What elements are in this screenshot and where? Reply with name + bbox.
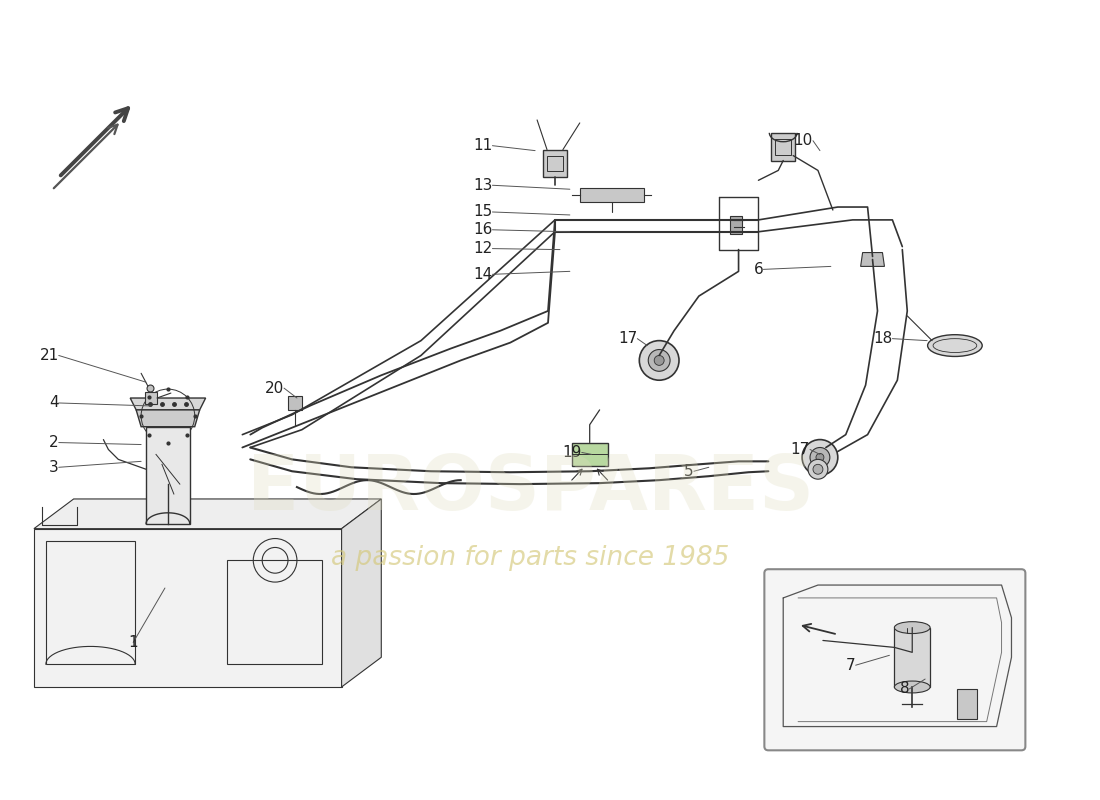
- Polygon shape: [34, 529, 342, 687]
- Circle shape: [654, 355, 664, 366]
- Text: 6: 6: [754, 262, 763, 277]
- Ellipse shape: [894, 622, 931, 634]
- Bar: [547, 155, 563, 171]
- Text: 7: 7: [846, 658, 856, 673]
- Polygon shape: [342, 499, 382, 687]
- Polygon shape: [146, 426, 189, 524]
- Circle shape: [816, 454, 824, 462]
- Bar: [771, 133, 795, 161]
- Polygon shape: [860, 253, 884, 266]
- Circle shape: [813, 464, 823, 474]
- Text: 11: 11: [473, 138, 493, 153]
- Text: 21: 21: [40, 348, 58, 363]
- Text: 3: 3: [50, 460, 58, 474]
- Text: 12: 12: [473, 241, 493, 256]
- Text: 2: 2: [50, 435, 58, 450]
- Text: 10: 10: [794, 134, 813, 148]
- Bar: [957, 689, 977, 718]
- Bar: [288, 396, 301, 410]
- Bar: [729, 216, 741, 234]
- Bar: [894, 628, 931, 687]
- Polygon shape: [130, 398, 206, 410]
- Text: EUROSPARES: EUROSPARES: [246, 452, 814, 526]
- Text: a passion for parts since 1985: a passion for parts since 1985: [331, 546, 729, 571]
- Text: 18: 18: [873, 331, 892, 346]
- Text: 14: 14: [473, 267, 493, 282]
- Text: 1: 1: [129, 635, 138, 650]
- Polygon shape: [34, 499, 382, 529]
- Circle shape: [648, 350, 670, 371]
- Bar: [543, 150, 566, 178]
- Circle shape: [802, 439, 838, 475]
- Ellipse shape: [927, 334, 982, 357]
- Ellipse shape: [894, 681, 931, 693]
- Bar: [580, 188, 645, 202]
- Text: 17: 17: [791, 442, 810, 457]
- Circle shape: [808, 459, 828, 479]
- Text: 4: 4: [50, 395, 58, 410]
- Text: 5: 5: [684, 464, 694, 478]
- Circle shape: [810, 447, 829, 467]
- Bar: [572, 442, 607, 466]
- Polygon shape: [136, 410, 200, 426]
- Text: 16: 16: [473, 222, 493, 238]
- Bar: [145, 392, 157, 404]
- FancyBboxPatch shape: [764, 570, 1025, 750]
- Text: 13: 13: [473, 178, 493, 193]
- Text: 8: 8: [900, 682, 910, 697]
- Text: 15: 15: [473, 205, 493, 219]
- Text: 17: 17: [618, 331, 637, 346]
- Circle shape: [639, 341, 679, 380]
- Text: 20: 20: [265, 381, 284, 396]
- Text: 19: 19: [562, 445, 582, 460]
- Bar: [776, 138, 791, 154]
